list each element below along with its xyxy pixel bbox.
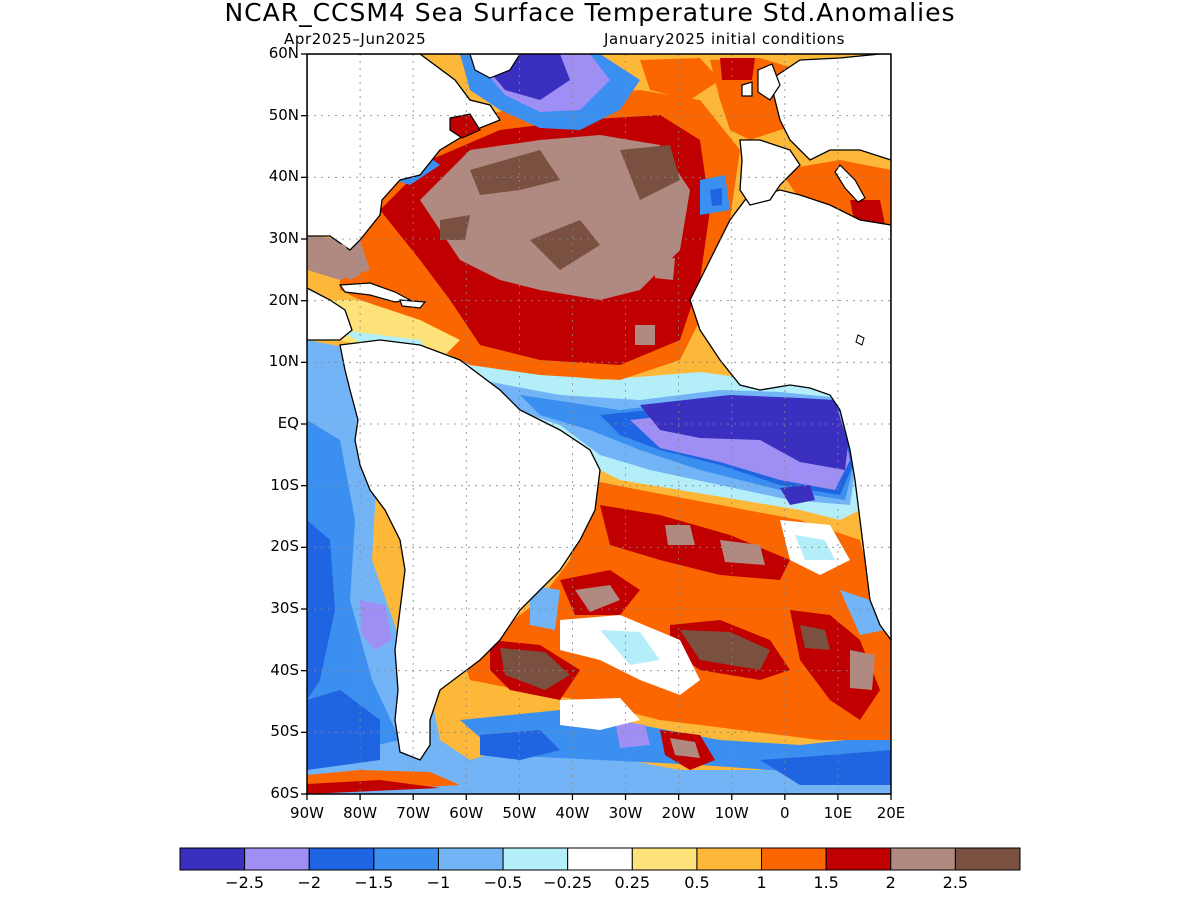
lon-label: 30W <box>608 804 643 822</box>
lat-label: 60S <box>270 784 299 802</box>
lon-label: 20E <box>876 804 906 822</box>
colorbar-swatch <box>437 847 504 871</box>
lon-label: 50W <box>502 804 537 822</box>
colorbar-swatch <box>890 847 956 871</box>
colorbar-swatch <box>696 847 763 871</box>
lon-label: 10W <box>714 804 749 822</box>
lat-label: 50N <box>268 105 299 124</box>
colorbar-label: 0.25 <box>614 873 651 892</box>
colorbar-swatch <box>502 847 569 871</box>
lon-label: 20W <box>661 804 696 822</box>
lon-label: 60W <box>449 804 484 822</box>
lat-label: 40S <box>270 660 299 679</box>
colorbar-label: 0.5 <box>684 873 710 892</box>
colorbar-label: −0.5 <box>483 873 523 892</box>
lon-label: 80W <box>343 804 378 822</box>
init-subtitle: January2025 initial conditions <box>604 30 845 48</box>
colorbar-label: 1.5 <box>813 873 839 892</box>
map-grid <box>307 54 891 794</box>
colorbar-label: 2.5 <box>942 873 969 892</box>
lon-label: 70W <box>396 804 431 822</box>
lon-label: 90W <box>290 804 324 822</box>
lat-label: 60N <box>268 44 299 62</box>
colorbar-label: −1 <box>426 873 451 892</box>
colorbar-swatch <box>954 847 1021 871</box>
lat-label: 30N <box>268 229 299 247</box>
lon-label: 40W <box>555 804 590 822</box>
lat-label: 10S <box>270 475 299 494</box>
lon-label: 0 <box>780 804 790 822</box>
colorbar-label: −2.5 <box>225 873 265 892</box>
figure-title: NCAR_CCSM4 Sea Surface Temperature Std.A… <box>224 0 956 27</box>
lat-label: 40N <box>268 167 299 186</box>
colorbar-swatch <box>567 847 633 871</box>
colorbar-label: 1 <box>756 873 767 892</box>
colorbar-label: −1.5 <box>354 873 394 892</box>
colorbar <box>179 847 1021 871</box>
lat-label: 20S <box>270 537 299 556</box>
map-ticks <box>301 53 892 800</box>
colorbar-swatch <box>308 847 375 871</box>
colorbar-swatch <box>179 847 246 871</box>
season-subtitle: Apr2025–Jun2025 <box>284 30 427 48</box>
colorbar-label: −2 <box>297 873 322 892</box>
colorbar-swatch <box>244 847 310 871</box>
lat-label: 50S <box>270 722 299 741</box>
colorbar-label: −0.25 <box>543 873 593 892</box>
lat-label: 20N <box>268 290 299 309</box>
colorbar-swatch <box>373 847 439 871</box>
anomaly-fields <box>307 54 891 794</box>
lon-label: 10E <box>823 804 853 822</box>
lat-label: 10N <box>268 352 299 371</box>
colorbar-swatch <box>631 847 698 871</box>
colorbar-swatch <box>825 847 892 871</box>
lat-label: 30S <box>270 599 299 617</box>
colorbar-label: 2 <box>885 873 896 892</box>
colorbar-swatch <box>761 847 827 871</box>
lat-label: EQ <box>277 414 299 432</box>
